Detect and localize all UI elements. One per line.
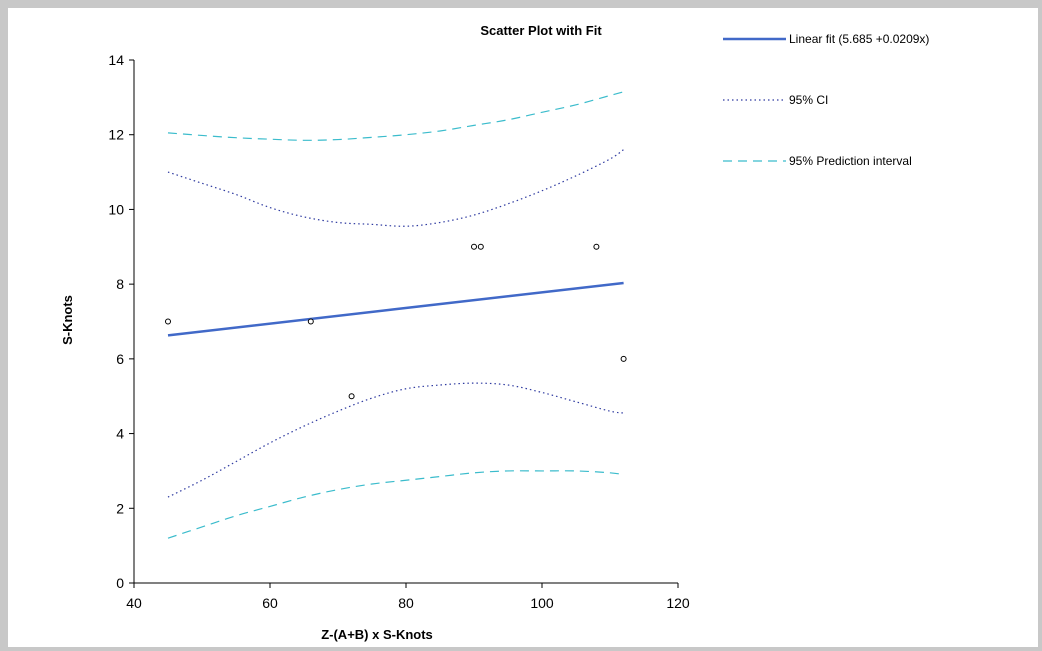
y-axis-title: S-Knots xyxy=(60,295,75,345)
data-point xyxy=(593,243,600,250)
x-tick-label: 120 xyxy=(666,595,690,611)
x-tick-label: 40 xyxy=(126,595,142,611)
y-tick-label: 14 xyxy=(108,52,124,68)
y-tick-label: 0 xyxy=(116,575,124,591)
y-tick-label: 8 xyxy=(116,276,124,292)
y-tick-label: 10 xyxy=(108,201,124,217)
legend-label-1: 95% CI xyxy=(789,93,828,107)
data-point xyxy=(348,393,355,400)
scatter-chart: Scatter Plot with Fit Z-(A+B) x S-Knots … xyxy=(60,23,929,642)
legend-label-0: Linear fit (5.685 +0.0209x) xyxy=(789,32,929,46)
data-point xyxy=(477,243,484,250)
x-tick-label: 60 xyxy=(262,595,278,611)
chart-frame: Scatter Plot with Fit Z-(A+B) x S-Knots … xyxy=(8,8,1038,647)
legend: Linear fit (5.685 +0.0209x) 95% CI 95% Pre… xyxy=(723,32,929,168)
series-1-upper-line xyxy=(167,149,624,227)
y-tick-label: 6 xyxy=(116,351,124,367)
series-1-lower-line xyxy=(167,382,624,498)
chart-title: Scatter Plot with Fit xyxy=(480,23,602,38)
y-tick-label: 4 xyxy=(116,426,124,442)
data-point xyxy=(620,355,627,362)
data-point xyxy=(307,318,314,325)
data-point xyxy=(165,318,171,325)
y-tick-label: 2 xyxy=(116,500,124,516)
data-point xyxy=(471,243,477,250)
x-tick-label: 100 xyxy=(530,595,554,611)
y-tick-label: 12 xyxy=(108,127,124,143)
series-2-lower-line xyxy=(167,470,624,539)
x-tick-label: 80 xyxy=(398,595,414,611)
series-0-line xyxy=(167,281,624,337)
x-axis-title: Z-(A+B) x S-Knots xyxy=(321,627,433,642)
legend-label-2: 95% Prediction interval xyxy=(789,154,912,168)
series-2-upper-line xyxy=(167,91,624,141)
plot-area: 0 2 4 6 8 10 12 14 40 60 80 100 120 xyxy=(108,52,689,611)
